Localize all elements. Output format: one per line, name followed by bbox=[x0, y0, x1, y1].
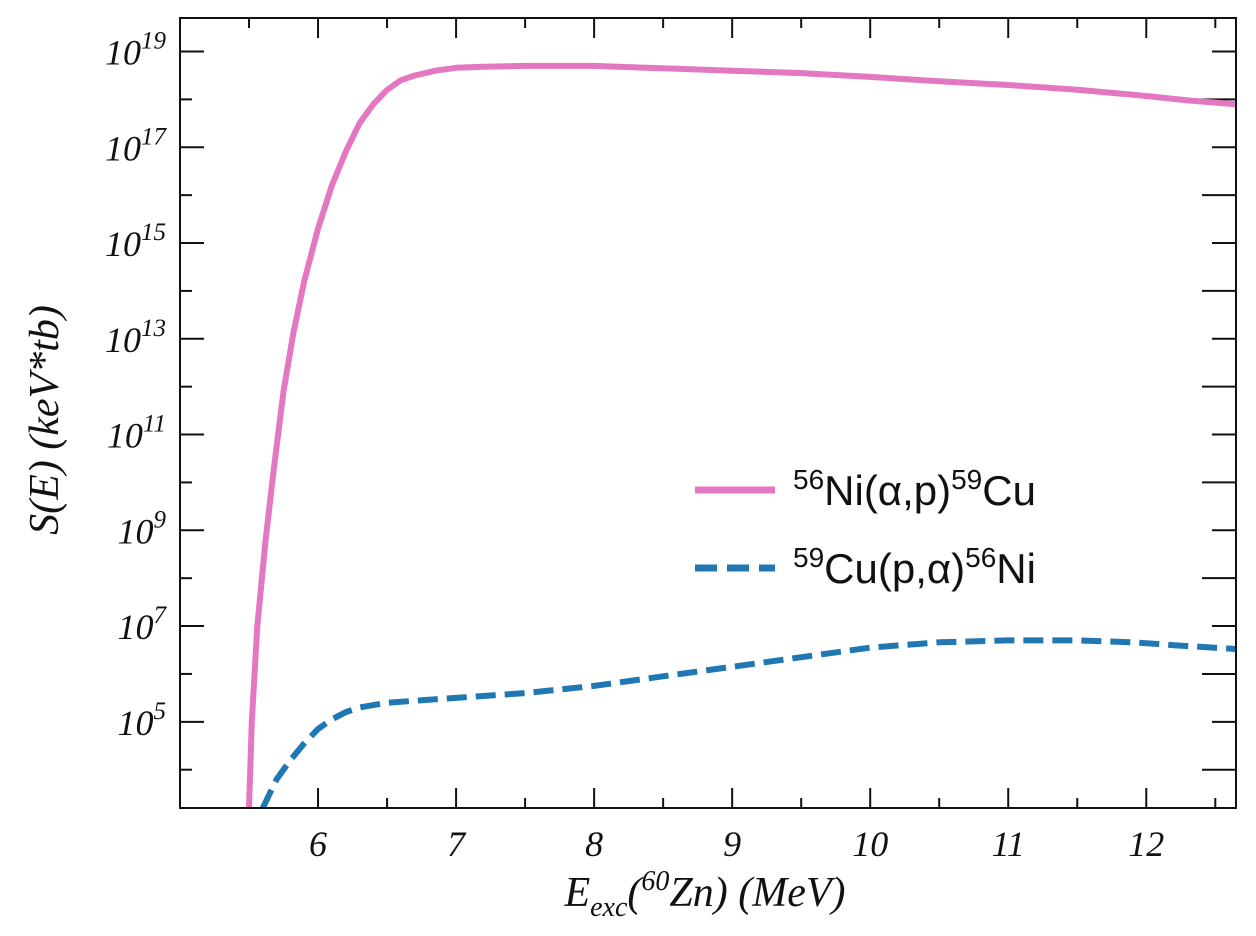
x-tick-label: 6 bbox=[309, 824, 327, 864]
y-tick-label: 1013 bbox=[105, 315, 166, 360]
x-tick-label: 12 bbox=[1128, 824, 1164, 864]
plot-frame bbox=[179, 17, 1237, 809]
y-tick-label: 1019 bbox=[105, 28, 167, 73]
legend-label-series-1: 56Ni(α,p)59Cu bbox=[793, 464, 1036, 514]
ticks-layer bbox=[180, 18, 1236, 808]
y-tick-label: 107 bbox=[118, 602, 168, 647]
series-line-1 bbox=[246, 62, 1236, 808]
y-axis-label: S(E) (keV*tb) bbox=[22, 305, 68, 535]
series-layer bbox=[246, 62, 1236, 808]
x-tick-label: 9 bbox=[723, 824, 741, 864]
legend: 56Ni(α,p)59Cu 59Cu(p,α)56Ni bbox=[695, 464, 1036, 592]
x-tick-label: 10 bbox=[852, 824, 888, 864]
x-axis-label: Eexc(60Zn) (MeV) bbox=[563, 866, 845, 923]
series-line-2 bbox=[260, 637, 1236, 808]
y-tick-label: 1017 bbox=[105, 123, 168, 168]
y-tick-label: 109 bbox=[118, 506, 167, 551]
x-tick-label: 11 bbox=[992, 824, 1025, 864]
y-tick-label: 1015 bbox=[105, 219, 166, 264]
x-tick-label: 8 bbox=[585, 824, 603, 864]
x-tick-label: 7 bbox=[447, 824, 467, 864]
y-tick-label: 105 bbox=[118, 698, 167, 743]
legend-label-series-2: 59Cu(p,α)56Ni bbox=[793, 542, 1036, 592]
y-tick-label: 1011 bbox=[107, 411, 166, 456]
